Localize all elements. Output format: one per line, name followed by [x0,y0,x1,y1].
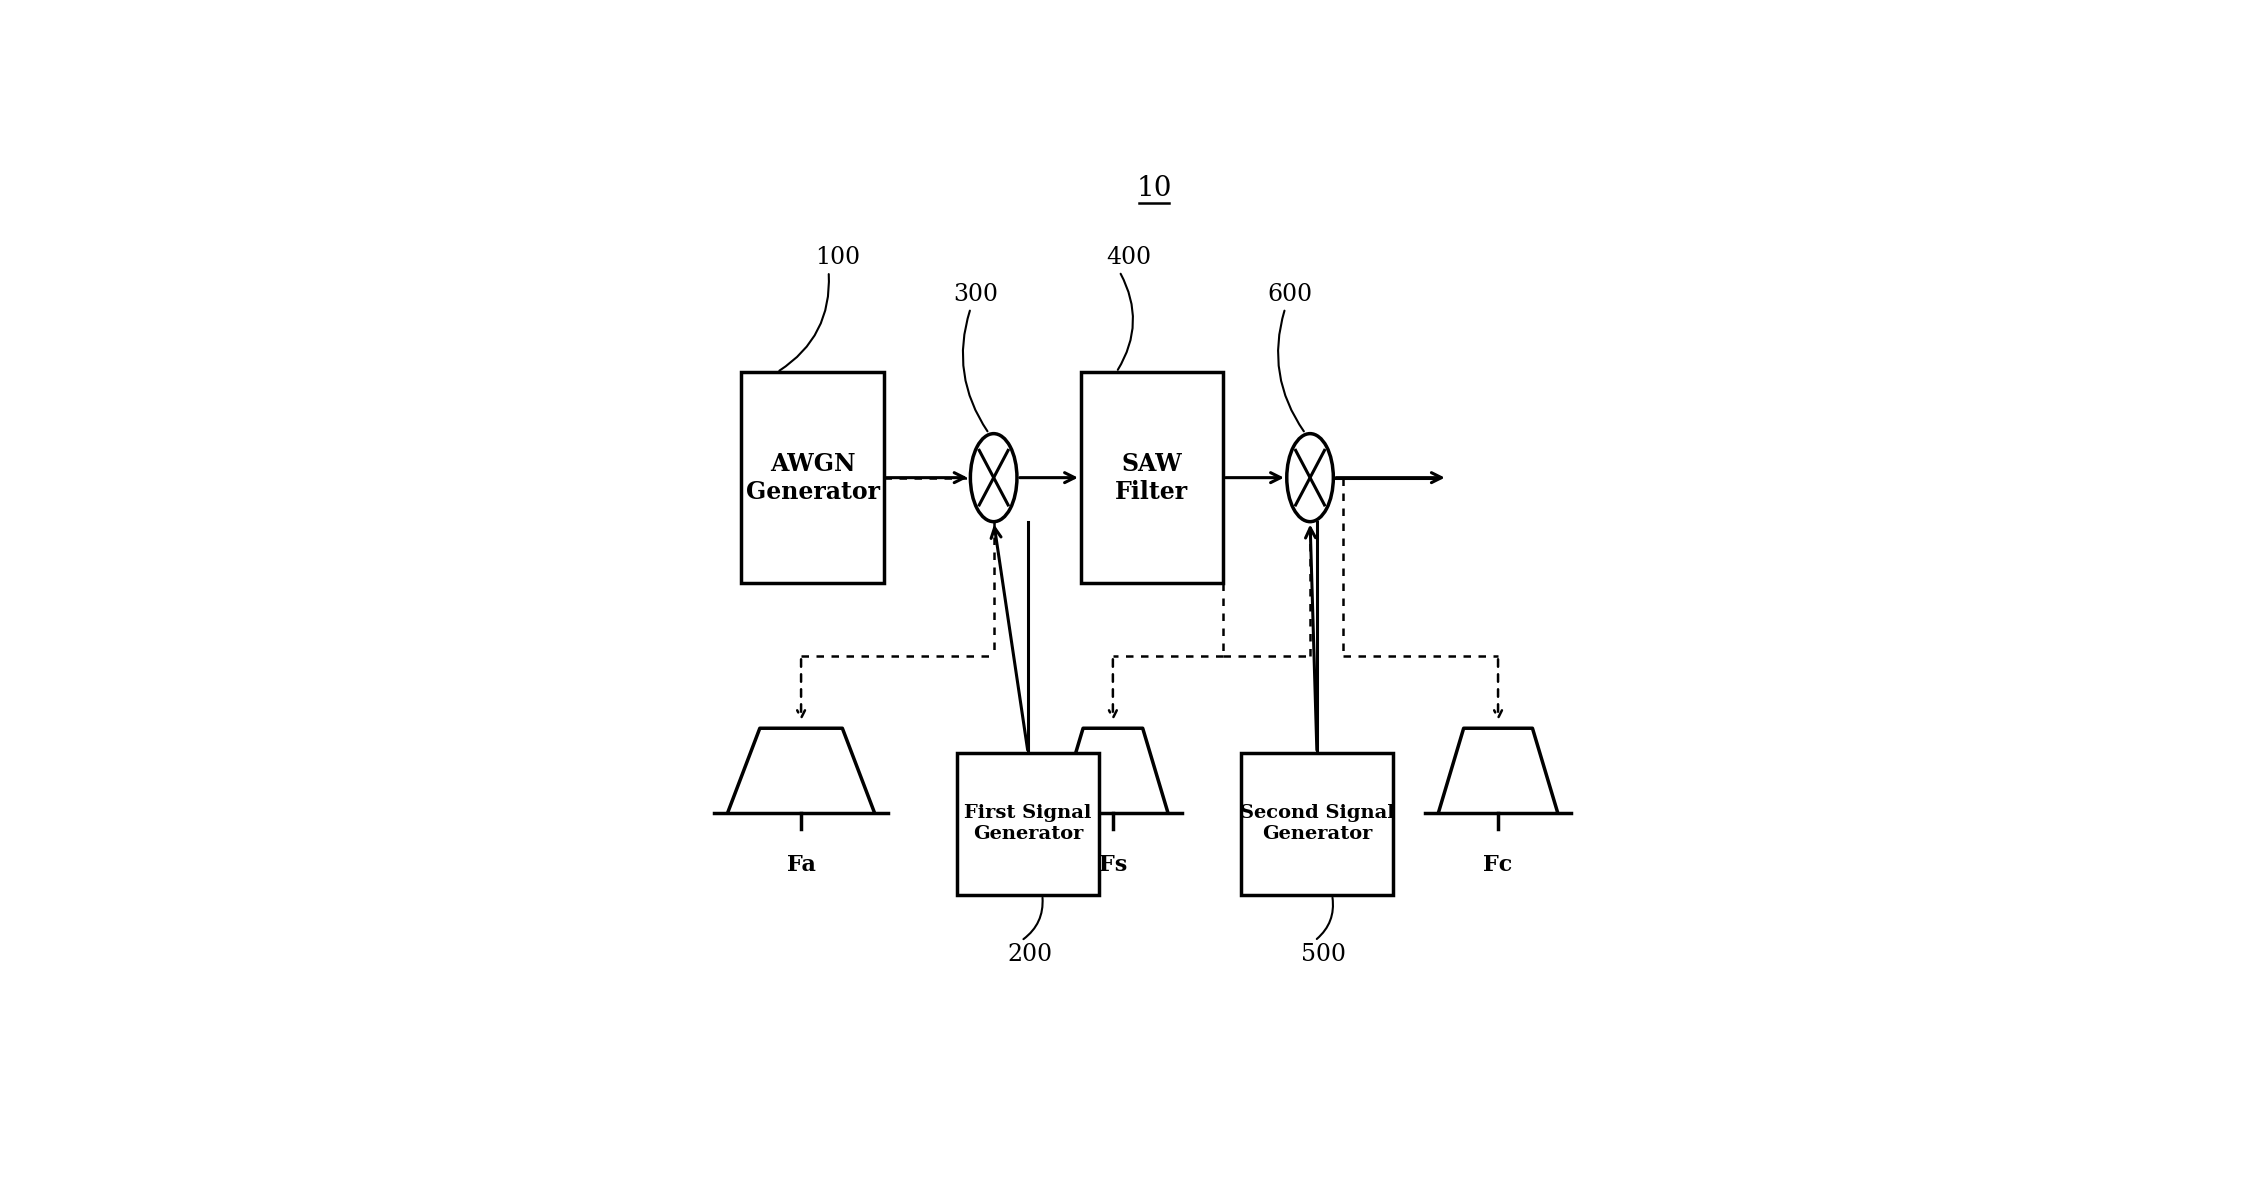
Text: 300: 300 [953,282,998,306]
Text: Fc: Fc [1484,854,1513,875]
Text: AWGN
Generator: AWGN Generator [745,451,881,504]
Text: Fs: Fs [1099,854,1126,875]
Text: 10: 10 [1137,175,1171,202]
Text: First Signal
Generator: First Signal Generator [964,804,1092,843]
Text: 400: 400 [1106,247,1151,269]
Bar [1081,372,1223,584]
Bar [957,753,1099,894]
Text: Second Signal
Generator: Second Signal Generator [1239,804,1394,843]
Text: 600: 600 [1268,282,1313,306]
Text: Fa: Fa [786,854,815,875]
Text: 200: 200 [1009,943,1054,966]
Ellipse shape [1286,434,1333,522]
Text: 500: 500 [1302,943,1347,966]
Bar [741,372,883,584]
Bar [1241,753,1392,894]
Ellipse shape [971,434,1018,522]
Text: 100: 100 [815,247,860,269]
Text: SAW
Filter: SAW Filter [1115,451,1189,504]
